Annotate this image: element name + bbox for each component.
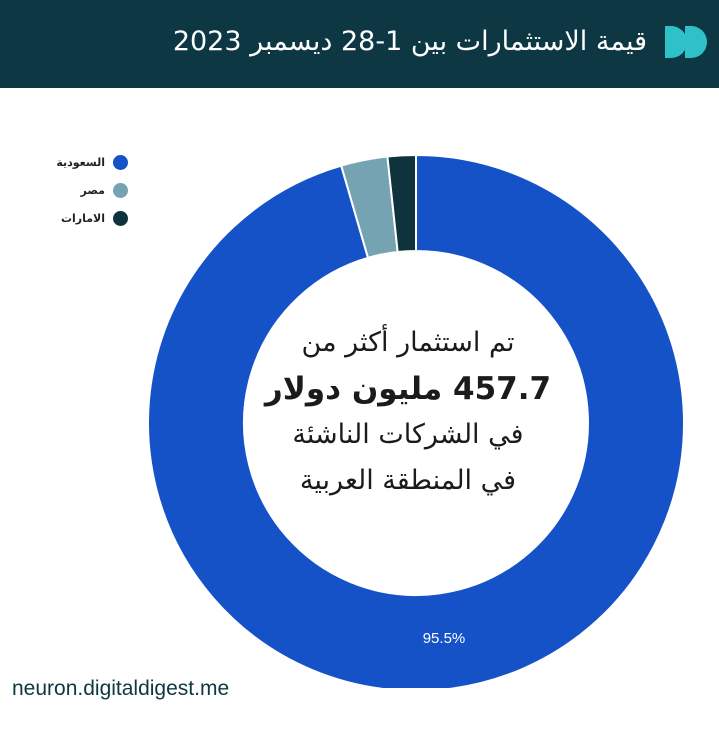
logo-left-shape [665, 26, 687, 58]
logo-right-shape [685, 26, 707, 58]
legend-label: مصر [80, 183, 106, 197]
footer-url[interactable]: neuron.digitaldigest.me [12, 677, 230, 700]
donut-slice [147, 153, 685, 688]
center-amount: 457.7 مليون دولار [264, 371, 552, 407]
legend-item: مصر [18, 176, 128, 204]
page-title: قيمة الاستثمارات بين 1-28 ديسمبر 2023 [172, 26, 647, 57]
legend-item: السعودية [18, 148, 128, 176]
slice-data-label: 95.5% [423, 630, 466, 647]
center-line-4: في المنطقة العربية [299, 465, 517, 496]
legend-label: الامارات [60, 211, 105, 225]
chart-legend: السعودية مصر الامارات [18, 148, 128, 232]
legend-swatch [113, 154, 128, 170]
center-line-3: في الشركات الناشئة [292, 419, 524, 450]
donut-slice [386, 153, 417, 254]
donut-center-text: تم استثمار أكثر من 457.7 مليون دولار في … [248, 320, 568, 504]
header-bar: قيمة الاستثمارات بين 1-28 ديسمبر 2023 [0, 0, 719, 88]
brand-logo-icon [665, 26, 707, 58]
legend-label: السعودية [56, 155, 105, 169]
legend-swatch [113, 210, 128, 226]
legend-item: الامارات [18, 204, 128, 232]
donut-chart: 95.5% [147, 153, 685, 688]
legend-swatch [113, 182, 128, 198]
center-line-1: تم استثمار أكثر من [301, 327, 515, 358]
